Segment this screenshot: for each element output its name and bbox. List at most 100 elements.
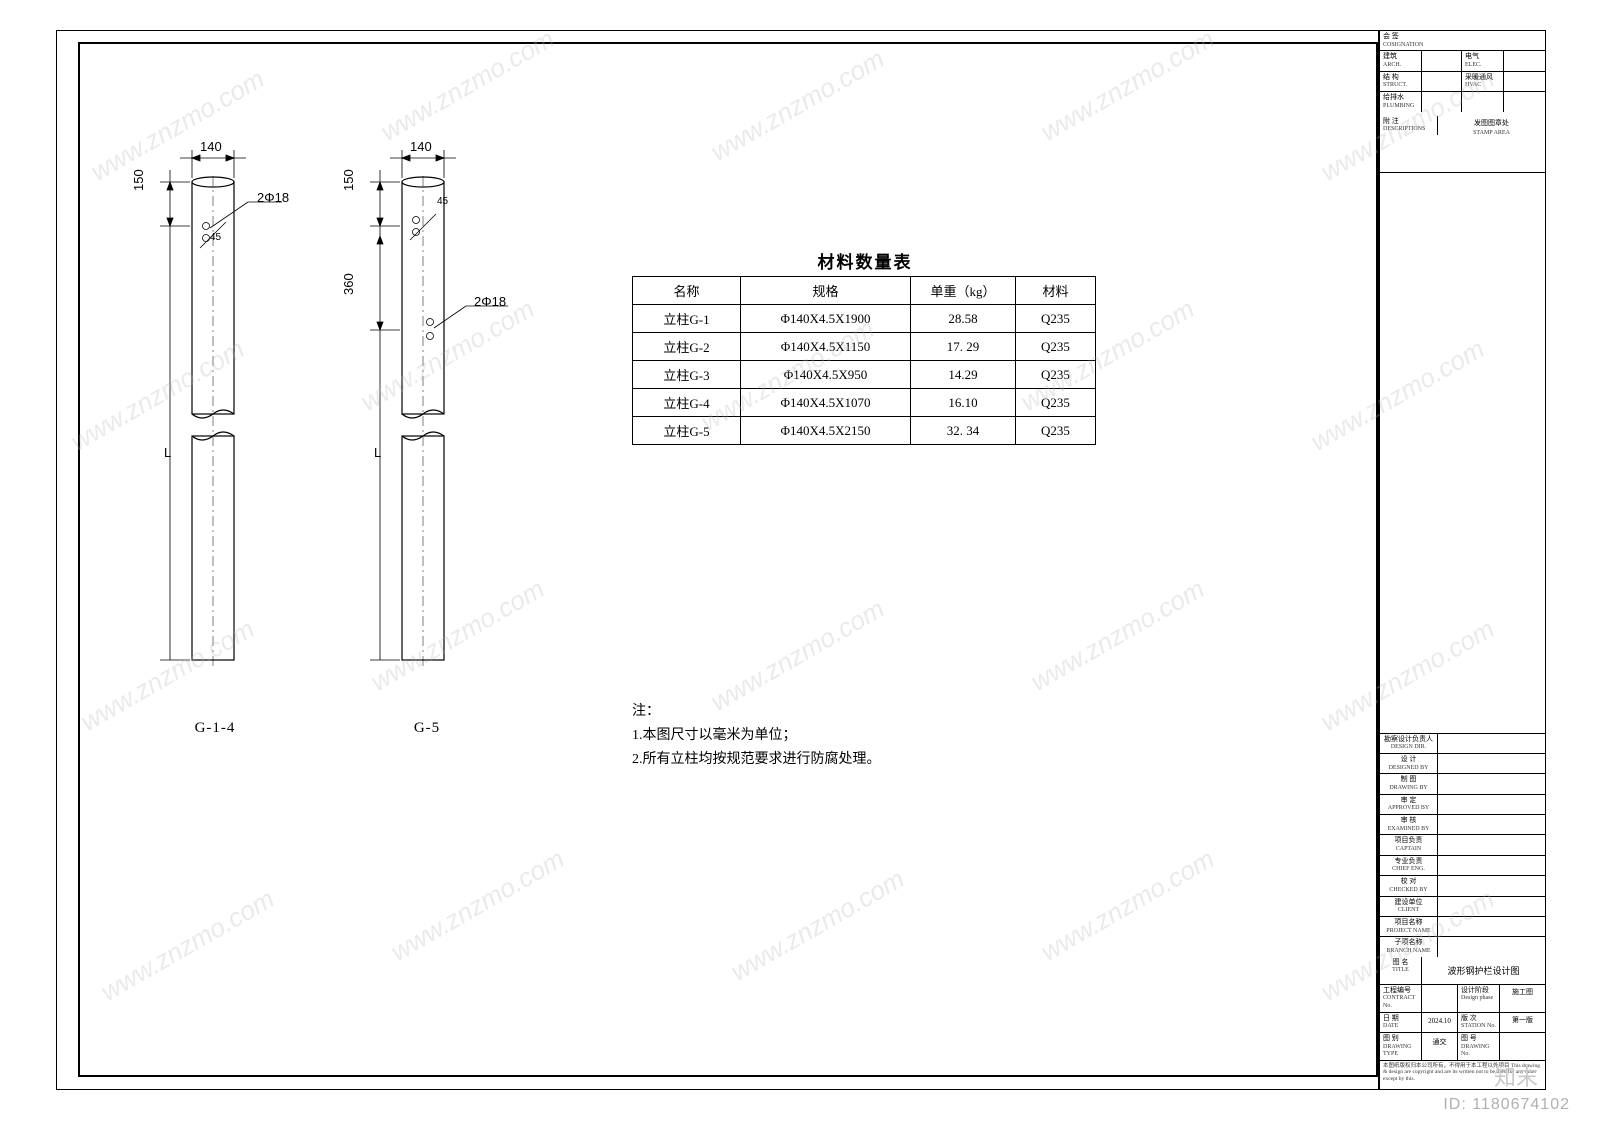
tb-cosign-en: COSIGNATION — [1383, 42, 1423, 48]
table-cell: Q235 — [1016, 305, 1096, 333]
table-row: 立柱G-3Φ140X4.5X95014.29Q235 — [633, 361, 1096, 389]
titleblock: 会 签 COSIGNATION 建筑ARCH.电气ELEC.结 构STRUCT.… — [1378, 31, 1545, 1089]
material-table-title: 材料数量表 — [630, 248, 1100, 273]
tb-cosign-zh: 会 签 — [1383, 32, 1399, 40]
tb-date-val: 2024.10 — [1422, 1013, 1458, 1032]
th-weight: 单重（kg） — [911, 277, 1016, 305]
tb-contract-row: 工程编号 CONTRACT No. 设计阶段 Design phase 施工图 — [1380, 985, 1545, 1013]
tb-sign-row: 校 对CHECKED BY — [1380, 876, 1545, 896]
table-cell: Φ140X4.5X1070 — [741, 389, 911, 417]
table-cell: Φ140X4.5X1900 — [741, 305, 911, 333]
table-cell: Φ140X4.5X950 — [741, 361, 911, 389]
col-label-g5: G-5 — [402, 720, 452, 737]
table-cell: 16.10 — [911, 389, 1016, 417]
col-label-g14: G-1-4 — [185, 720, 245, 737]
tb-sign-row: 设 计DESIGNED BY — [1380, 754, 1545, 774]
table-row: 立柱G-2Φ140X4.5X115017. 29Q235 — [633, 333, 1096, 361]
tb-phase-en: Design phase — [1461, 995, 1493, 1001]
dim-360-right: 360 — [341, 273, 356, 295]
tb-ver-en: STATION No. — [1461, 1023, 1496, 1029]
tb-stamp-r-zh: 发图图章处 — [1474, 119, 1509, 127]
tb-phase-zh: 设计阶段 — [1461, 986, 1489, 994]
tb-discipline-row: 建筑ARCH.电气ELEC. — [1380, 51, 1545, 71]
tb-ver-val: 第一版 — [1500, 1013, 1545, 1032]
th-name: 名称 — [633, 277, 741, 305]
tb-sign-row: 项目负责CAPTAIN — [1380, 835, 1545, 855]
length-L-left: L — [164, 445, 171, 460]
tb-sign-row: 审 核EXAMINED BY — [1380, 815, 1545, 835]
table-row: 立柱G-1Φ140X4.5X190028.58Q235 — [633, 305, 1096, 333]
table-cell: 14.29 — [911, 361, 1016, 389]
material-table: 名称 规格 单重（kg） 材料 立柱G-1Φ140X4.5X190028.58Q… — [632, 276, 1096, 445]
table-cell: 立柱G-2 — [633, 333, 741, 361]
tb-stamp-row: 附 注 DESCRIPTIONS 发图图章处 STAMP AREA — [1380, 112, 1545, 172]
tb-sign-row: 勘察设计负责人DESIGN DIR. — [1380, 734, 1545, 754]
notes-block: 注： 1.本图尺寸以毫米为单位； 2.所有立柱均按规范要求进行防腐处理。 — [632, 700, 1082, 771]
tb-sign-row: 子项名称BRANCH NAME — [1380, 937, 1545, 956]
column-g5-drawing — [340, 140, 530, 700]
tb-ver-zh: 版 次 — [1461, 1014, 1477, 1022]
column-g14-drawing — [130, 140, 300, 700]
tb-sign-row: 项目名称PROJECT NAME — [1380, 917, 1545, 937]
tb-title-l-zh: 图 名 — [1393, 958, 1409, 966]
table-cell: 立柱G-4 — [633, 389, 741, 417]
table-cell: Φ140X4.5X1150 — [741, 333, 911, 361]
table-cell: Q235 — [1016, 333, 1096, 361]
tb-date-zh: 日 期 — [1383, 1014, 1399, 1022]
note-line-1: 1.本图尺寸以毫米为单位； — [632, 724, 1082, 748]
table-cell: 立柱G-3 — [633, 361, 741, 389]
tb-contract-zh: 工程编号 — [1383, 986, 1411, 994]
table-cell: 17. 29 — [911, 333, 1016, 361]
footer-logo: 知末 — [1494, 1060, 1538, 1092]
tb-date-row: 日 期 DATE 2024.10 版 次 STATION No. 第一版 — [1380, 1013, 1545, 1033]
tb-sign-row: 专业负责CHIEF ENG. — [1380, 856, 1545, 876]
tb-contract-en: CONTRACT No. — [1383, 995, 1415, 1009]
table-cell: 28.58 — [911, 305, 1016, 333]
tb-discipline-row: 给排水PLUMBING — [1380, 92, 1545, 111]
tb-dwgtype-val: 通交 — [1422, 1033, 1458, 1060]
tb-stamp-r-en: STAMP AREA — [1473, 130, 1510, 136]
table-header-row: 名称 规格 单重（kg） 材料 — [633, 277, 1096, 305]
tb-dwgtype-zh: 图 别 — [1383, 1034, 1399, 1042]
tb-date-en: DATE — [1383, 1023, 1398, 1029]
table-row: 立柱G-5Φ140X4.5X215032. 34Q235 — [633, 417, 1096, 445]
tb-sign-row: 建设单位CLIENT — [1380, 897, 1545, 917]
tb-discipline-row: 结 构STRUCT.采暖通风HVAC — [1380, 72, 1545, 92]
table-row: 立柱G-4Φ140X4.5X107016.10Q235 — [633, 389, 1096, 417]
tb-cosign-heading: 会 签 COSIGNATION — [1380, 31, 1545, 50]
drawing-sheet: 140 150 2Φ18 45 L G-1-4 — [0, 0, 1600, 1130]
th-mat: 材料 — [1016, 277, 1096, 305]
tb-title-l-en: TITLE — [1392, 967, 1409, 973]
drawing-title: 波形钢护栏设计图 — [1422, 957, 1545, 984]
table-cell: Q235 — [1016, 389, 1096, 417]
tb-gap — [1380, 173, 1545, 733]
tb-title-row: 图 名 TITLE 波形钢护栏设计图 — [1380, 957, 1545, 985]
tb-phase-val: 施工图 — [1500, 985, 1545, 1012]
table-cell: 32. 34 — [911, 417, 1016, 445]
dim-150-right: 150 — [341, 169, 356, 191]
tb-dwg-row: 图 别 DRAWING TYPE 通交 图 号 DRAWING No. — [1380, 1033, 1545, 1061]
tb-stamp-l-en: DESCRIPTIONS — [1383, 126, 1425, 132]
dim-150-left: 150 — [131, 169, 146, 191]
length-L-right: L — [374, 445, 381, 460]
tb-sign-row: 制 图DRAWING BY — [1380, 774, 1545, 794]
hole-note-left: 2Φ18 — [257, 190, 289, 205]
tb-dwgno-en: DRAWING No. — [1461, 1044, 1490, 1058]
tb-bottom-section: 勘察设计负责人DESIGN DIR.设 计DESIGNED BY制 图DRAWI… — [1380, 733, 1545, 1088]
th-spec: 规格 — [741, 277, 911, 305]
table-cell: Φ140X4.5X2150 — [741, 417, 911, 445]
tb-stamp-l-zh: 附 注 — [1383, 117, 1399, 125]
dim-140-right: 140 — [410, 139, 432, 154]
tb-sign-row: 审 定APPROVED BY — [1380, 795, 1545, 815]
tb-dwgno-zh: 图 号 — [1461, 1034, 1477, 1042]
hole-note-right: 2Φ18 — [474, 294, 506, 309]
footer-id: ID: 1180674102 — [1443, 1096, 1570, 1114]
note-line-2: 2.所有立柱均按规范要求进行防腐处理。 — [632, 748, 1082, 772]
table-cell: Q235 — [1016, 417, 1096, 445]
tb-top-section: 会 签 COSIGNATION 建筑ARCH.电气ELEC.结 构STRUCT.… — [1380, 31, 1545, 173]
angle-left: 45 — [210, 232, 221, 243]
tb-dwgtype-en: DRAWING TYPE — [1383, 1044, 1412, 1058]
table-cell: 立柱G-5 — [633, 417, 741, 445]
notes-heading: 注： — [632, 700, 1082, 724]
dim-140-left: 140 — [200, 139, 222, 154]
